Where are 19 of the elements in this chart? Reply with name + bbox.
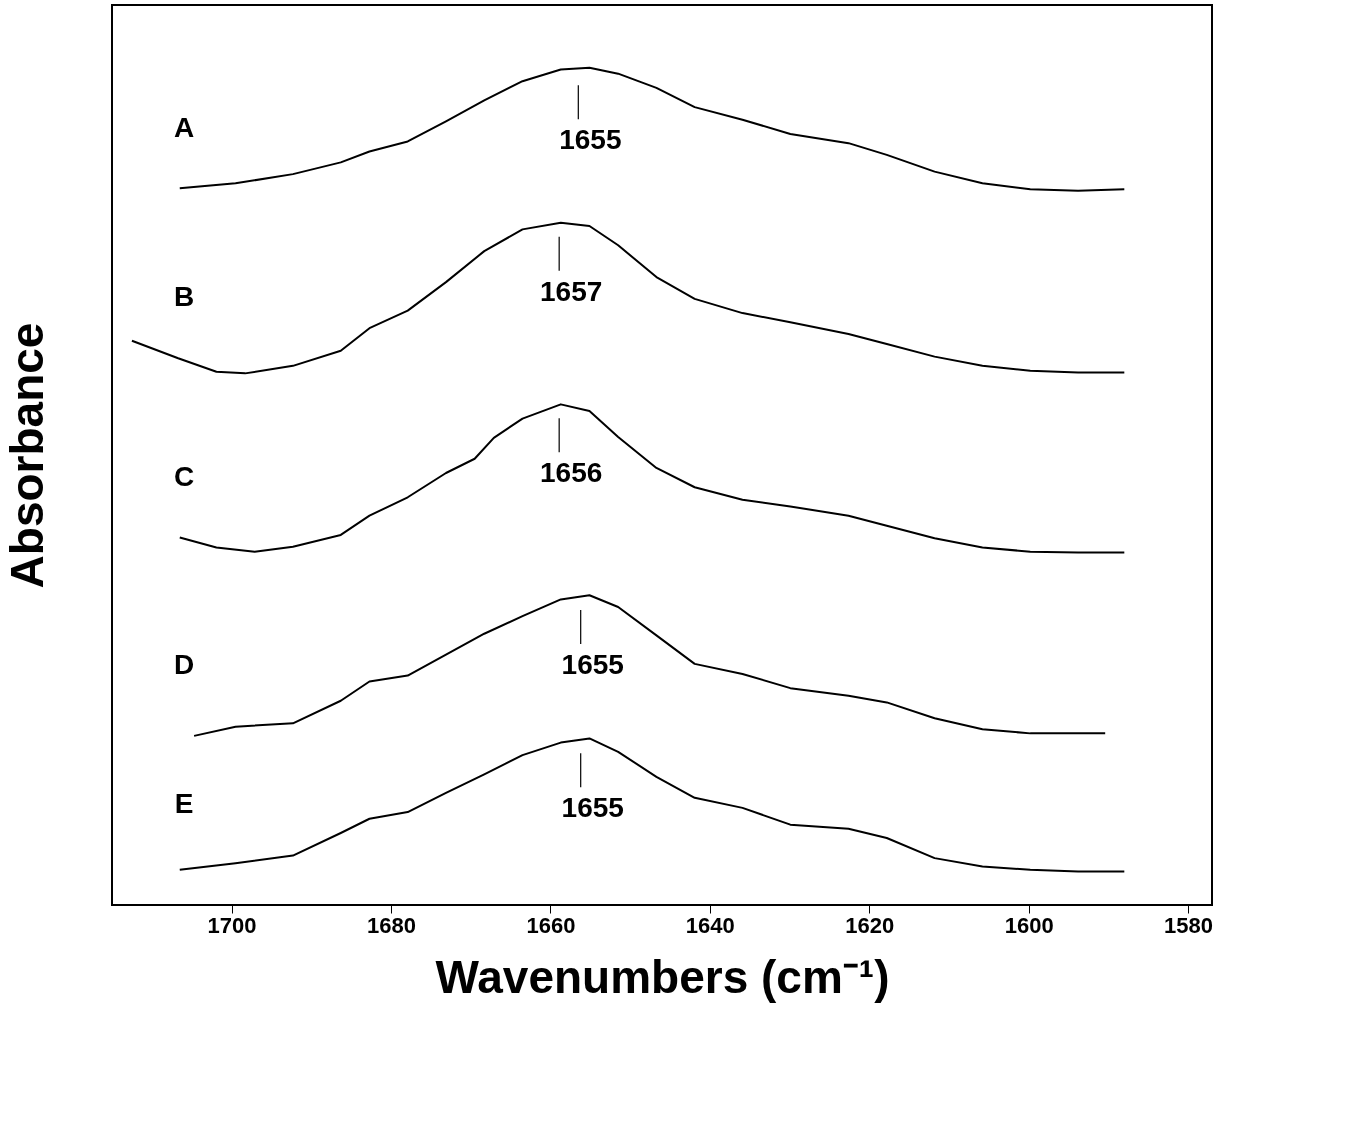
annotation: 1655 (561, 792, 624, 824)
annotation: 1657 (540, 275, 603, 307)
series-label: D (173, 648, 195, 680)
x-tick-label: 1620 (845, 912, 895, 938)
x-tick-label: 1580 (1164, 912, 1214, 938)
annotation: 1655 (561, 649, 624, 681)
x-tick-label: 1700 (207, 912, 257, 938)
series-label: B (173, 281, 195, 313)
series-label: E (174, 787, 194, 819)
x-axis-title: Wavenumbers (cm⁻¹) (435, 950, 890, 1003)
x-tick-label: 1680 (367, 912, 416, 938)
x-tick-label: 1600 (1004, 912, 1054, 938)
annotation: 1655 (559, 124, 622, 156)
y-axis-title: Absorbance (0, 322, 53, 589)
series-label: A (173, 112, 195, 144)
x-tick-label: 1660 (526, 912, 576, 938)
x-tick-label: 1640 (685, 912, 735, 938)
series-label: C (173, 461, 195, 493)
annotation: 1656 (540, 457, 603, 489)
